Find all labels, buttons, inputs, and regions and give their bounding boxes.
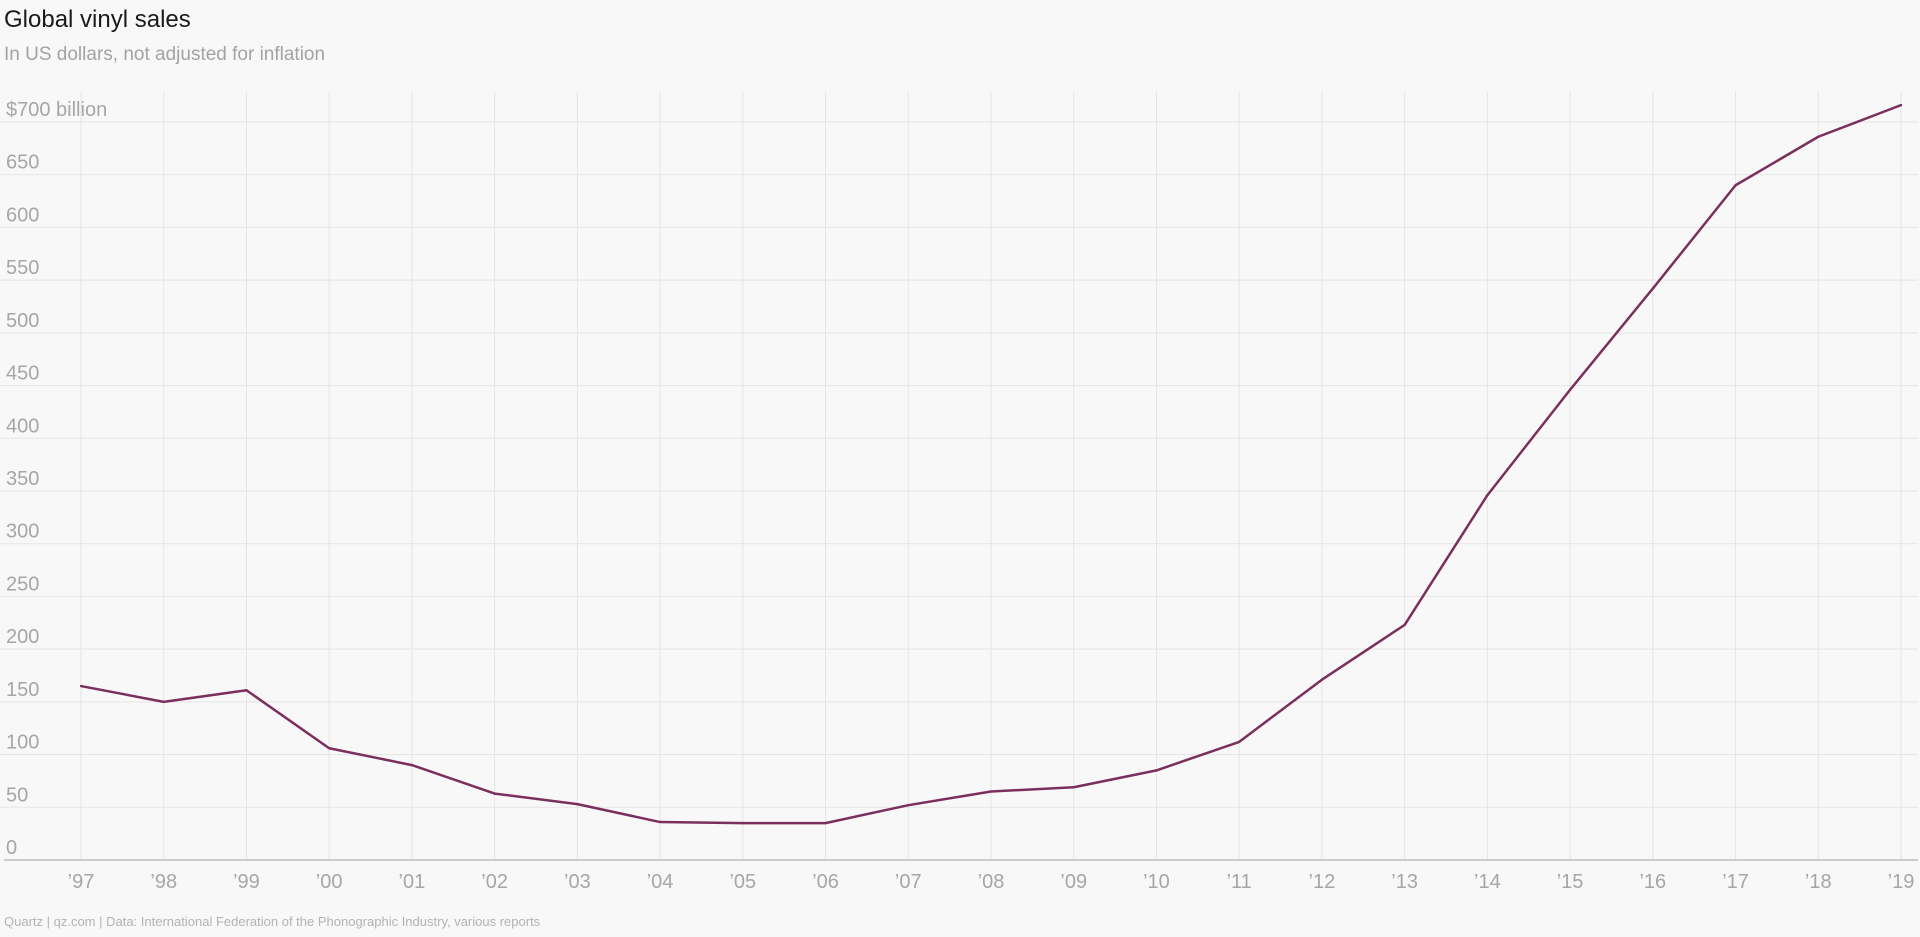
data-point [1817,135,1820,138]
x-axis-ticks: ’97 ’98 ’99 ’00 ’01 ’02 ’03 ’04 ’05 ’06 ’07 ’08 ’09 ’… [68,871,1915,893]
x-tick-label: ’14 [1474,871,1501,893]
x-tick-label: ’06 [812,871,839,893]
x-tick-label: ’09 [1060,871,1087,893]
x-tick-label: ’08 [978,871,1005,893]
grid-layer [0,92,1918,860]
data-point [741,821,745,825]
source-note: Quartz | qz.com | Data: International Fe… [4,914,541,929]
data-point [327,747,331,750]
y-tick-label: 300 [6,521,39,543]
data-point [79,684,83,688]
y-tick-label: 400 [6,415,39,437]
y-tick-label: 500 [6,310,39,332]
x-tick-label: ’99 [233,871,260,893]
data-point [1899,103,1903,107]
data-point [1320,678,1324,681]
data-point [1155,769,1158,772]
series-layer [79,103,1903,825]
x-tick-label: ’18 [1805,871,1832,893]
x-tick-label: ’19 [1888,871,1915,893]
data-point [576,802,579,806]
y-tick-label: 550 [6,257,39,279]
x-tick-label: ’12 [1309,871,1336,893]
y-tick-label: 50 [6,784,28,806]
x-tick-label: ’03 [564,871,591,893]
x-tick-label: ’10 [1143,871,1170,893]
x-tick-label: ’15 [1557,871,1584,893]
y-tick-label: 150 [6,679,39,701]
data-point [1568,388,1572,391]
data-point [824,821,827,825]
x-tick-label: ’11 [1227,871,1252,893]
x-tick-label: ’04 [647,871,674,893]
chart-subtitle: In US dollars, not adjusted for inflatio… [4,44,326,65]
y-tick-label: 0 [6,837,17,859]
data-point [1403,623,1406,627]
y-tick-label: $700 billion [6,99,107,121]
y-tick-label: 200 [6,626,39,648]
x-tick-label: ’17 [1722,871,1749,893]
data-point [162,700,165,704]
y-tick-label: 100 [6,732,39,754]
x-tick-label: ’97 [68,871,95,893]
data-point [1237,740,1241,744]
data-point [1072,786,1075,789]
chart-title: Global vinyl sales [4,6,191,33]
x-tick-label: ’00 [316,871,343,893]
y-axis-ticks: 0 50 100 150 200 250 300 350 400 450 500 550 600 650 $… [6,99,107,859]
data-point [1651,287,1655,290]
x-tick-label: ’98 [150,871,177,893]
x-tick-label: ’13 [1391,871,1418,893]
y-tick-label: 650 [6,152,39,174]
y-tick-label: 450 [6,363,39,385]
data-point [1486,494,1489,497]
data-point [989,790,993,793]
y-tick-label: 350 [6,468,39,490]
data-point [907,803,910,807]
x-tick-label: ’16 [1639,871,1666,893]
y-tick-label: 250 [6,573,39,595]
data-point [1734,184,1737,187]
data-point [658,820,662,824]
x-tick-label: ’02 [481,871,508,893]
data-point [245,689,248,692]
y-tick-label: 600 [6,204,39,226]
data-point [410,763,414,767]
x-tick-label: ’01 [399,871,426,893]
x-tick-label: ’07 [895,871,922,893]
x-tick-label: ’05 [729,871,756,893]
data-point [493,792,496,795]
